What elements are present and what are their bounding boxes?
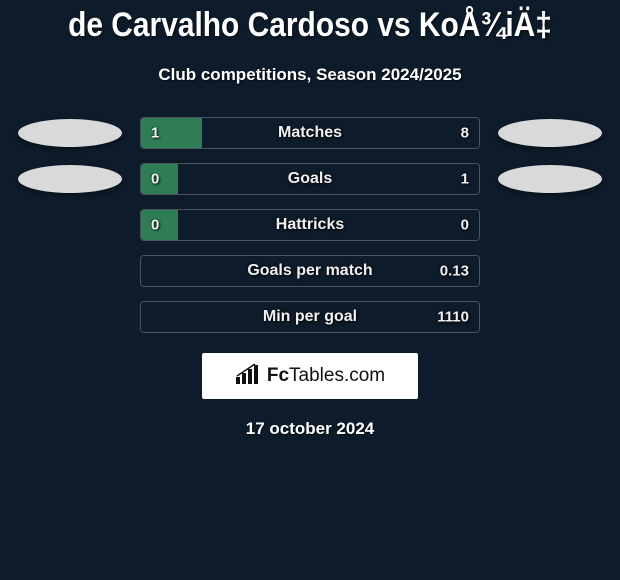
stat-row: 1110 Min per goal bbox=[0, 301, 620, 333]
player-left-ellipse bbox=[18, 165, 122, 193]
stats-container: 1 8 Matches 0 1 Goals 0 0 Hattricks 0.13 Goals per… bbox=[0, 117, 620, 333]
stat-value-right: 8 bbox=[461, 125, 469, 142]
stat-row: 0 1 Goals bbox=[0, 163, 620, 195]
stat-label: Goals bbox=[288, 170, 332, 188]
stat-value-left: 1 bbox=[151, 125, 159, 142]
subtitle: Club competitions, Season 2024/2025 bbox=[0, 65, 620, 85]
logo-suffix: .com bbox=[344, 365, 385, 386]
stat-label: Goals per match bbox=[247, 262, 372, 280]
comparison-widget: de Carvalho Cardoso vs KoÅ¾iÄ‡ Club comp… bbox=[0, 0, 620, 580]
stat-value-right: 1110 bbox=[437, 309, 469, 326]
stat-value-left: 0 bbox=[151, 217, 159, 234]
stat-bar: 0 0 Hattricks bbox=[140, 209, 480, 241]
page-title: de Carvalho Cardoso vs KoÅ¾iÄ‡ bbox=[37, 0, 583, 45]
player-right-ellipse bbox=[498, 119, 602, 147]
stat-bar: 1110 Min per goal bbox=[140, 301, 480, 333]
stat-label: Hattricks bbox=[276, 216, 344, 234]
stat-label: Min per goal bbox=[263, 308, 357, 326]
stat-row: 0 0 Hattricks bbox=[0, 209, 620, 241]
player-left-ellipse bbox=[18, 119, 122, 147]
bar-fill-left bbox=[141, 164, 178, 194]
fctables-logo[interactable]: FcTables.com bbox=[202, 353, 418, 399]
date-label: 17 october 2024 bbox=[0, 419, 620, 439]
stat-row: 0.13 Goals per match bbox=[0, 255, 620, 287]
stat-value-left: 0 bbox=[151, 171, 159, 188]
stat-value-right: 0.13 bbox=[440, 263, 469, 280]
stat-value-right: 0 bbox=[461, 217, 469, 234]
bar-fill-left bbox=[141, 210, 178, 240]
player-right-ellipse bbox=[498, 165, 602, 193]
stat-value-right: 1 bbox=[461, 171, 469, 188]
stat-row: 1 8 Matches bbox=[0, 117, 620, 149]
chart-bars-icon bbox=[235, 363, 267, 390]
stat-bar: 0.13 Goals per match bbox=[140, 255, 480, 287]
stat-label: Matches bbox=[278, 124, 342, 142]
stat-bar: 0 1 Goals bbox=[140, 163, 480, 195]
logo-text: FcTables.com bbox=[267, 365, 385, 387]
logo-prefix: Fc bbox=[267, 365, 289, 386]
stat-bar: 1 8 Matches bbox=[140, 117, 480, 149]
logo-main: Tables bbox=[289, 365, 344, 386]
